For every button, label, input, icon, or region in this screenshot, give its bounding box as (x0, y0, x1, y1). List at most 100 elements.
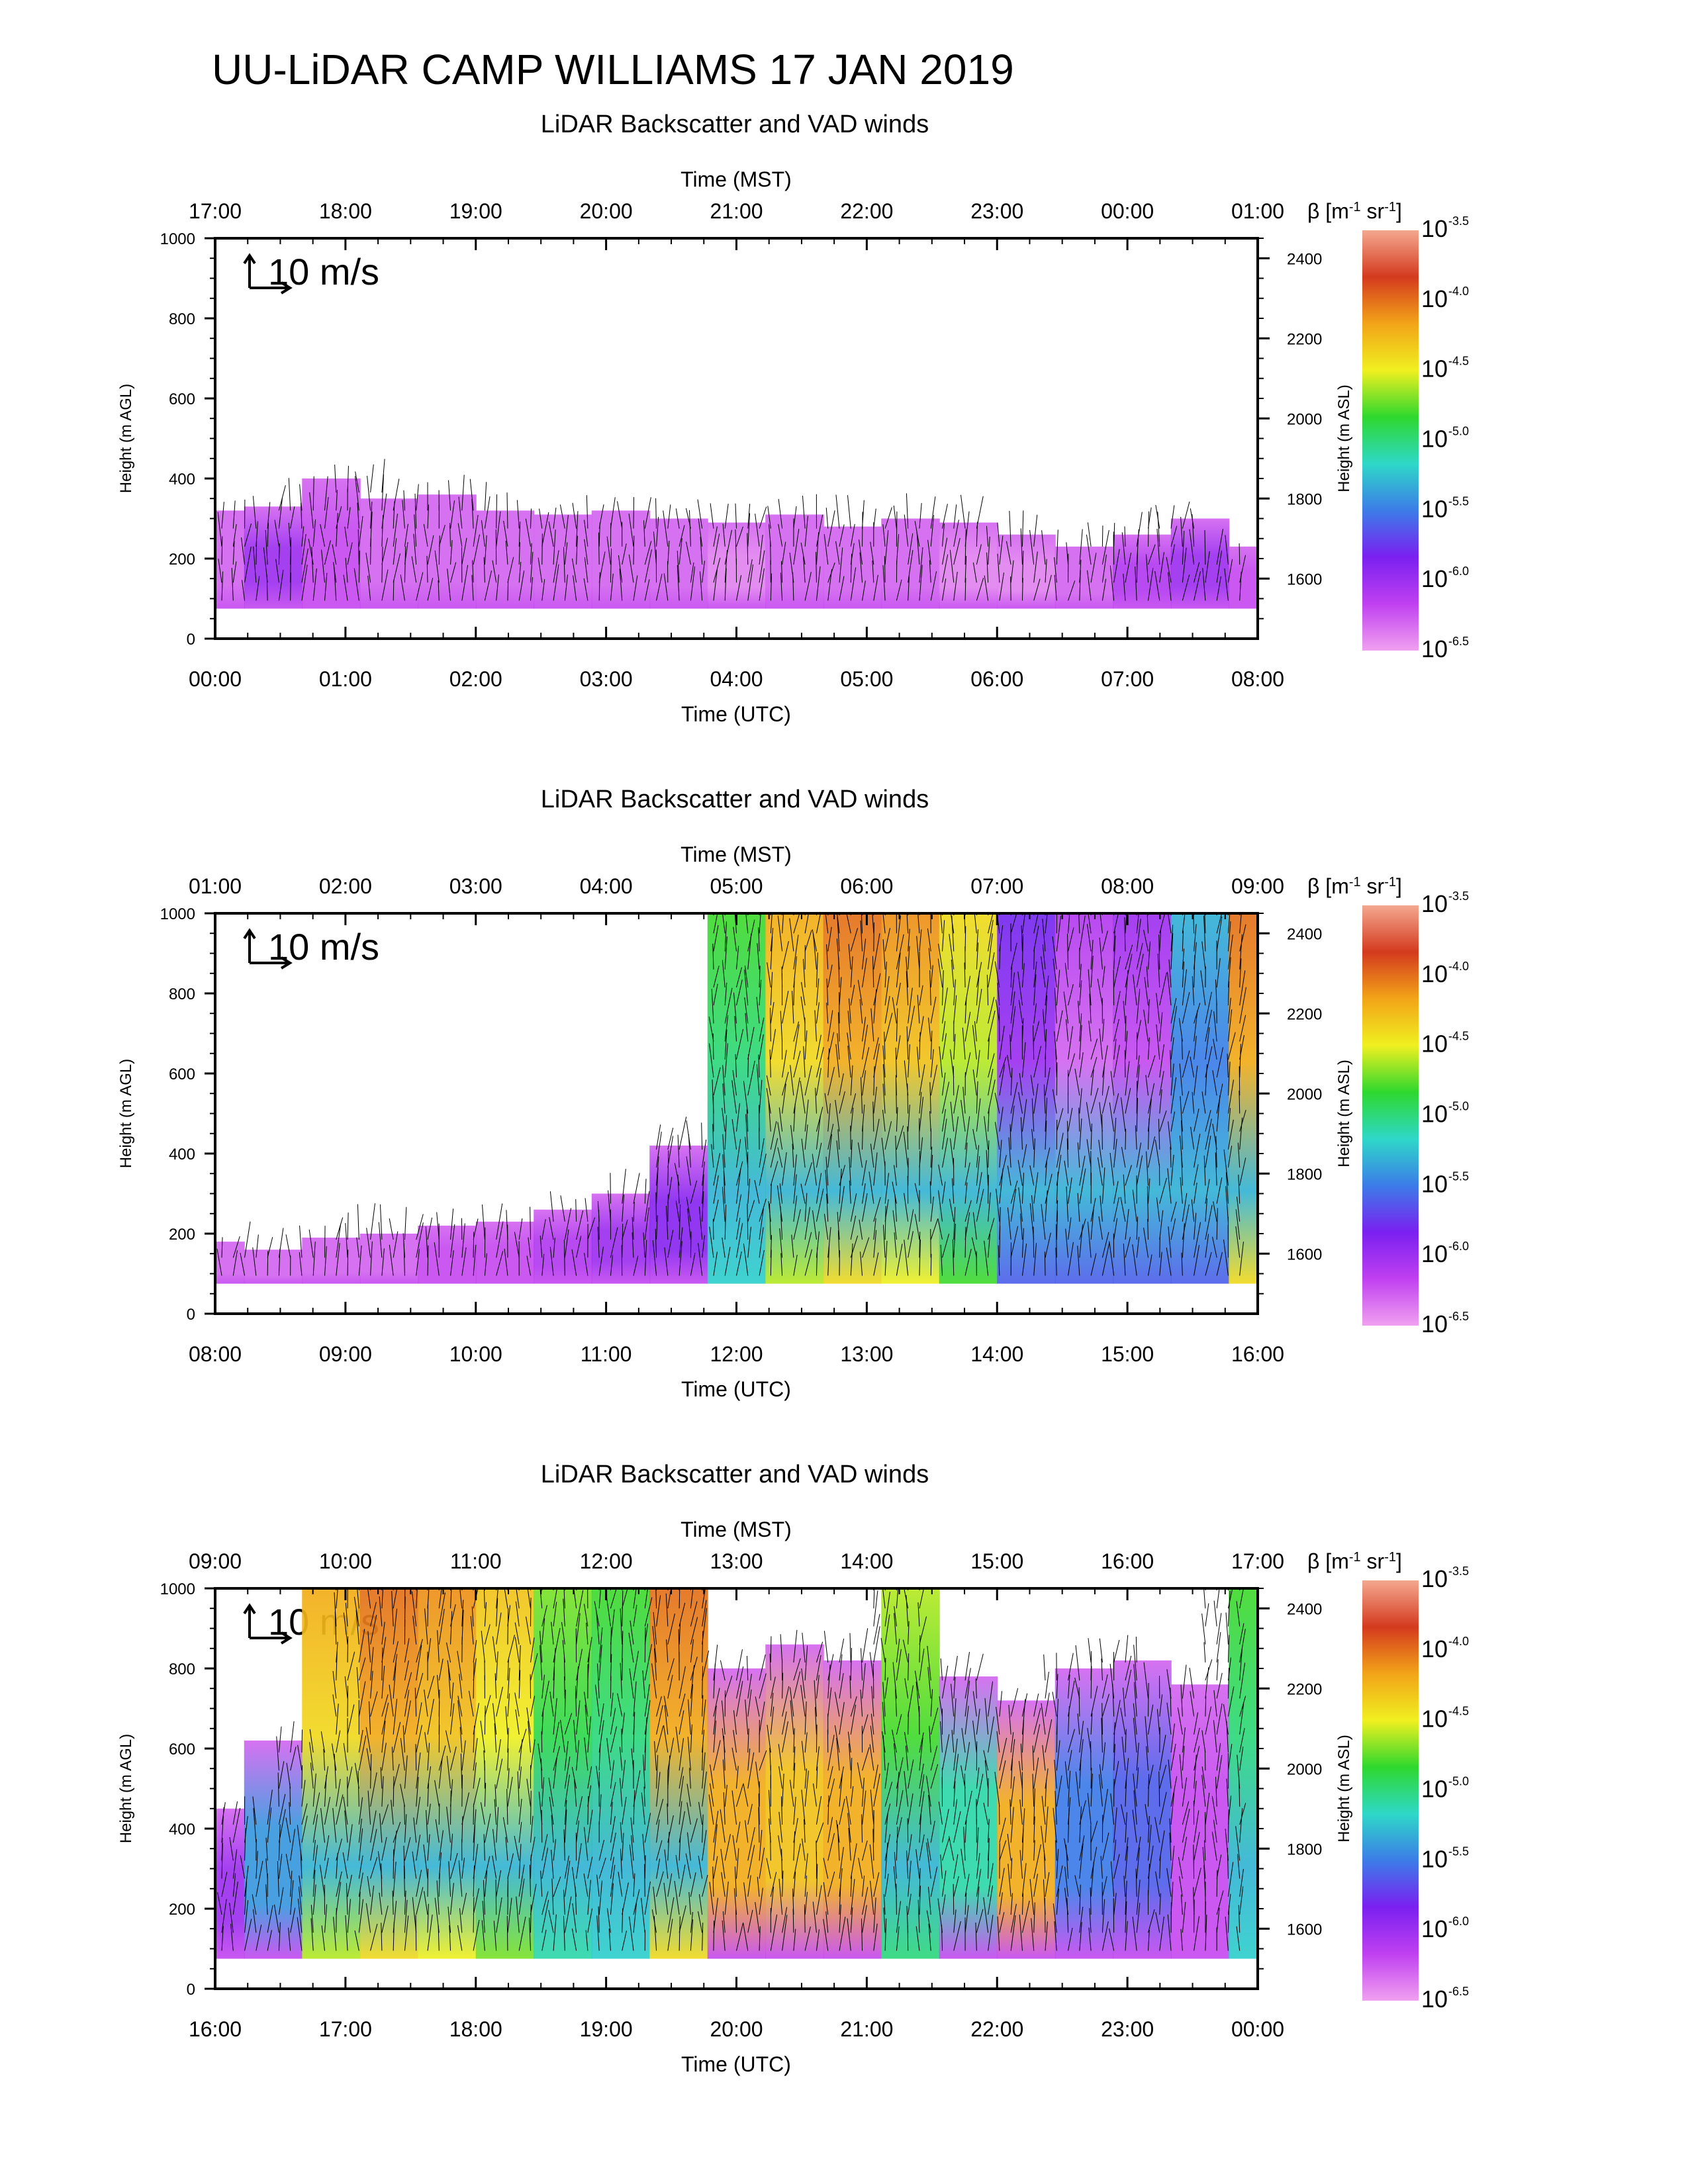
panel-3-wind-arrow (964, 1892, 967, 1915)
panel-1-wind-arrow (655, 498, 657, 529)
panel-3-wind-arrow (896, 1588, 898, 1591)
panel-2-wind-arrow (942, 1181, 946, 1204)
panel-2-wind-arrow (1203, 915, 1206, 952)
panel-2-wind-arrow (667, 1136, 674, 1168)
panel-2-xtick-label-top: 04:00 (580, 874, 633, 898)
panel-1-wind-arrow (700, 537, 703, 565)
panel-2-wind-arrow (1170, 925, 1174, 952)
panel-2-wind-arrow (1099, 1028, 1103, 1060)
panel-3-wind-arrow (461, 1610, 464, 1645)
panel-3-wind-arrow (473, 1762, 477, 1789)
panel-2-wind-arrow (461, 1247, 467, 1276)
panel-3-wind-arrow (1019, 1799, 1023, 1825)
panel-3-wind-arrow (884, 1762, 889, 1789)
panel-3-wind-arrow (1064, 1838, 1069, 1861)
panel-2-wind-arrow (1239, 1090, 1241, 1114)
panel-2-wind-arrow (994, 961, 1000, 988)
panel-2-wind-arrow (756, 997, 760, 1024)
panel-3-wind-arrow (736, 1766, 739, 1789)
panel-1-wind-arrow (850, 543, 855, 565)
panel-2-wind-arrow (861, 1077, 863, 1114)
panel-3-wind-arrow (816, 1655, 821, 1681)
panel-3-wind-arrow (230, 1923, 234, 1951)
panel-3-wind-arrow (473, 1888, 480, 1915)
panel-3-wind-arrow (679, 1916, 680, 1951)
panel-3-wind-arrow (496, 1588, 498, 1609)
panel-3-wind-arrow (332, 1670, 337, 1699)
panel-3-wind-arrow (930, 1821, 935, 1843)
panel-3-wind-arrow (381, 1863, 383, 1897)
panel-2-wind-arrow (644, 1240, 647, 1276)
panel-2-wind-arrow (1098, 1140, 1103, 1168)
panel-2-wind-arrow (1113, 1038, 1117, 1060)
panel-1-wind-arrow (416, 484, 419, 511)
panel-3-wind-arrow (869, 1844, 874, 1879)
panel-1-wind-arrow (393, 514, 398, 547)
panel-2-wind-arrow (930, 1030, 933, 1060)
panel-3-wind-arrow (667, 1897, 675, 1933)
panel-2-wind-arrow (862, 1104, 865, 1132)
panel-2-wind-arrow (713, 966, 720, 988)
panel-2-wind-arrow (1079, 915, 1086, 952)
panel-3-wind-arrow (882, 1702, 886, 1735)
panel-2-wind-arrow (496, 1203, 503, 1240)
panel-3-wind-arrow (896, 1772, 900, 1807)
panel-3-wind-arrow (667, 1737, 675, 1771)
panel-3-wind-arrow (610, 1692, 614, 1717)
panel-3-wind-arrow (366, 1748, 371, 1771)
panel-3-wind-arrow (926, 1910, 931, 1933)
panel-3-wind-arrow (999, 1817, 1006, 1843)
panel-3-wind-arrow (541, 1899, 549, 1933)
panel-2-wind-arrow (1182, 1223, 1185, 1258)
panel-2-wind-arrow (324, 1226, 326, 1258)
panel-1-wind-arrow (461, 565, 469, 601)
panel-2-wind-arrow (722, 1083, 726, 1114)
panel-3-wind-arrow (679, 1776, 684, 1807)
panel-1-backscatter-cell (1229, 546, 1258, 609)
panel-2-wind-arrow (952, 1178, 955, 1204)
panel-1-wind-arrow (908, 550, 914, 583)
panel-3-wind-arrow (1194, 1727, 1200, 1753)
panel-1-colorbar-base: 10 (1421, 355, 1448, 383)
panel-3-wind-arrow (1225, 1612, 1229, 1645)
panel-3-wind-arrow (983, 1802, 989, 1825)
panel-2-wind-arrow (994, 1093, 1000, 1114)
panel-3-wind-arrow (1239, 1727, 1245, 1753)
panel-3-wind-arrow (1216, 1907, 1220, 1933)
panel-2-wind-arrow (942, 1138, 949, 1168)
panel-1-wind-arrow (618, 555, 623, 583)
panel-1-wind-arrow (793, 529, 800, 565)
panel-2-wind-arrow (1205, 1110, 1211, 1132)
panel-3-wind-arrow (1216, 1672, 1223, 1699)
panel-3-wind-arrow (598, 1627, 603, 1662)
panel-2-wind-arrow (736, 1218, 741, 1240)
panel-1-wind-arrow (357, 502, 359, 529)
panel-3-wind-arrow (983, 1750, 989, 1771)
panel-3-wind-arrow (804, 1770, 809, 1807)
panel-1-wind-arrow (381, 493, 387, 529)
panel-1-wind-arrow (530, 543, 532, 565)
panel-2-wind-arrow (759, 1138, 765, 1168)
panel-2-wind-arrow (1123, 1244, 1126, 1276)
panel-1-xtick-label-top: 00:00 (1101, 199, 1154, 223)
panel-2-wind-arrow (938, 943, 943, 970)
panel-3-wind-arrow (564, 1896, 572, 1933)
panel-1-wind-arrow (336, 490, 338, 511)
panel-1-wind-arrow (256, 541, 258, 565)
panel-2-ylabel-left: Height (m AGL) (117, 1059, 135, 1168)
panel-3-wind-arrow (1102, 1876, 1107, 1897)
panel-3-wind-arrow (289, 1801, 291, 1825)
panel-3-wind-arrow (610, 1864, 616, 1897)
panel-3-wind-arrow (1077, 1713, 1080, 1735)
panel-2-wind-arrow (995, 999, 1000, 1024)
panel-2-wind-arrow (1239, 1066, 1241, 1096)
panel-2-xtick-label-top: 09:00 (1231, 874, 1284, 898)
panel-1-wind-arrow (1168, 572, 1172, 601)
panel-3-wind-arrow (927, 1886, 931, 1915)
panel-3-wind-arrow (347, 1766, 353, 1789)
panel-3-wind-arrow (1031, 1918, 1035, 1951)
panel-3-wind-arrow (884, 1677, 888, 1699)
panel-2-wind-arrow (549, 1191, 554, 1222)
panel-2-wind-arrow (919, 985, 923, 1006)
panel-3-wind-arrow (870, 1790, 874, 1825)
